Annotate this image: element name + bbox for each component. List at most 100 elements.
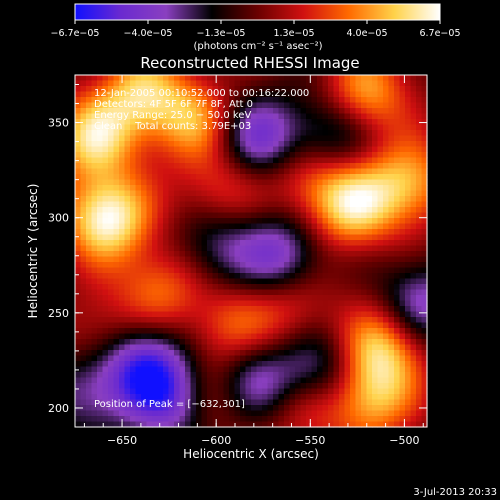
heatmap-cell: [234, 399, 241, 406]
heatmap-cell: [256, 146, 263, 153]
heatmap-cell: [174, 350, 181, 357]
heatmap-cell: [135, 135, 142, 142]
heatmap-cell: [234, 201, 241, 208]
heatmap-cell: [262, 91, 269, 98]
heatmap-cell: [262, 190, 269, 197]
heatmap-cell: [366, 284, 373, 291]
heatmap-cell: [278, 399, 285, 406]
heatmap-cell: [421, 350, 428, 357]
heatmap-cell: [119, 130, 126, 137]
heatmap-cell: [179, 124, 186, 131]
heatmap-cell: [333, 190, 340, 197]
heatmap-cell: [75, 317, 82, 324]
heatmap-cell: [97, 289, 104, 296]
heatmap-cell: [157, 86, 164, 93]
heatmap-cell: [355, 240, 362, 247]
heatmap-cell: [113, 212, 120, 219]
heatmap-cell: [223, 146, 230, 153]
heatmap-cell: [86, 152, 93, 159]
heatmap-cell: [361, 91, 368, 98]
heatmap-cell: [256, 339, 263, 346]
heatmap-cell: [75, 229, 82, 236]
heatmap-cell: [256, 135, 263, 142]
heatmap-cell: [86, 240, 93, 247]
heatmap-cell: [262, 168, 269, 175]
heatmap-cell: [339, 190, 346, 197]
heatmap-cell: [240, 218, 247, 225]
heatmap-cell: [311, 399, 318, 406]
heatmap-cell: [218, 80, 225, 87]
heatmap-cell: [163, 75, 170, 82]
heatmap-cell: [339, 410, 346, 417]
heatmap-cell: [361, 399, 368, 406]
heatmap-cell: [135, 350, 142, 357]
heatmap-cell: [130, 207, 137, 214]
heatmap-cell: [317, 311, 324, 318]
heatmap-cell: [185, 212, 192, 219]
heatmap-cell: [410, 333, 417, 340]
heatmap-cell: [80, 344, 87, 351]
heatmap-cell: [190, 306, 197, 313]
heatmap-cell: [124, 339, 131, 346]
heatmap-cell: [366, 267, 373, 274]
heatmap-cell: [229, 245, 236, 252]
heatmap-cell: [366, 394, 373, 401]
heatmap-cell: [97, 328, 104, 335]
heatmap-cell: [383, 383, 390, 390]
heatmap-cell: [311, 152, 318, 159]
heatmap-cell: [278, 157, 285, 164]
heatmap-cell: [344, 141, 351, 148]
heatmap-cell: [344, 333, 351, 340]
heatmap-cell: [218, 295, 225, 302]
heatmap-cell: [113, 174, 120, 181]
heatmap-cell: [86, 289, 93, 296]
heatmap-cell: [350, 328, 357, 335]
heatmap-cell: [113, 80, 120, 87]
heatmap-cell: [388, 185, 395, 192]
heatmap-cell: [124, 223, 131, 230]
heatmap-cell: [333, 174, 340, 181]
heatmap-cell: [240, 234, 247, 241]
heatmap-cell: [163, 124, 170, 131]
heatmap-cell: [262, 212, 269, 219]
heatmap-cell: [75, 328, 82, 335]
heatmap-cell: [135, 152, 142, 159]
heatmap-cell: [212, 141, 219, 148]
heatmap-cell: [141, 113, 148, 120]
heatmap-cell: [146, 174, 153, 181]
heatmap-cell: [168, 366, 175, 373]
heatmap-cell: [366, 410, 373, 417]
heatmap-cell: [306, 273, 313, 280]
heatmap-cell: [163, 405, 170, 412]
heatmap-cell: [388, 388, 395, 395]
heatmap-cell: [245, 416, 252, 423]
heatmap-cell: [245, 251, 252, 258]
heatmap-cell: [108, 289, 115, 296]
heatmap-cell: [273, 306, 280, 313]
heatmap-cell: [278, 152, 285, 159]
heatmap-cell: [251, 229, 258, 236]
heatmap-cell: [339, 421, 346, 428]
heatmap-cell: [262, 267, 269, 274]
heatmap-cell: [333, 350, 340, 357]
heatmap-cell: [317, 262, 324, 269]
heatmap-cell: [196, 119, 203, 126]
heatmap-cell: [361, 284, 368, 291]
heatmap-cell: [218, 383, 225, 390]
heatmap-cell: [168, 113, 175, 120]
heatmap-cell: [152, 91, 159, 98]
heatmap-cell: [97, 273, 104, 280]
heatmap-cell: [416, 91, 423, 98]
heatmap-cell: [278, 273, 285, 280]
heatmap-cell: [405, 168, 412, 175]
heatmap-cell: [372, 201, 379, 208]
heatmap-cell: [262, 141, 269, 148]
heatmap-cell: [394, 267, 401, 274]
heatmap-cell: [421, 157, 428, 164]
heatmap-cell: [383, 388, 390, 395]
heatmap-cell: [157, 229, 164, 236]
heatmap-cell: [311, 240, 318, 247]
heatmap-cell: [168, 339, 175, 346]
heatmap-cell: [388, 108, 395, 115]
heatmap-cell: [322, 273, 329, 280]
